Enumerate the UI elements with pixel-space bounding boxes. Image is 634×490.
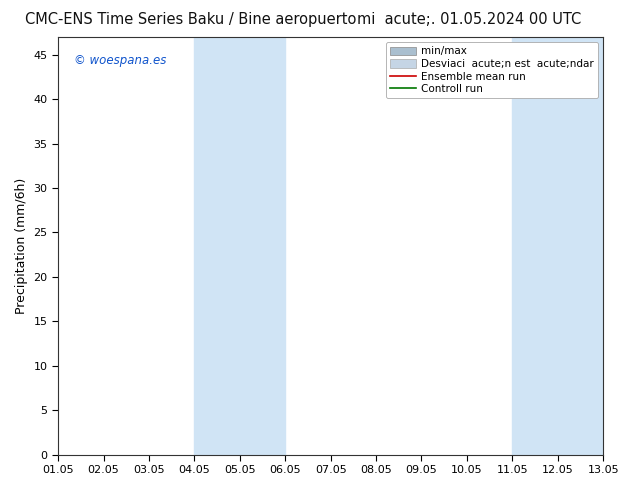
Bar xyxy=(512,37,603,455)
Legend: min/max, Desviaci  acute;n est  acute;ndar, Ensemble mean run, Controll run: min/max, Desviaci acute;n est acute;ndar… xyxy=(385,42,598,98)
Text: © woespana.es: © woespana.es xyxy=(74,54,167,67)
Bar xyxy=(195,37,285,455)
Y-axis label: Precipitation (mm/6h): Precipitation (mm/6h) xyxy=(15,178,28,314)
Text: mi  acute;. 01.05.2024 00 UTC: mi acute;. 01.05.2024 00 UTC xyxy=(357,12,581,27)
Text: CMC-ENS Time Series Baku / Bine aeropuerto: CMC-ENS Time Series Baku / Bine aeropuer… xyxy=(25,12,356,27)
